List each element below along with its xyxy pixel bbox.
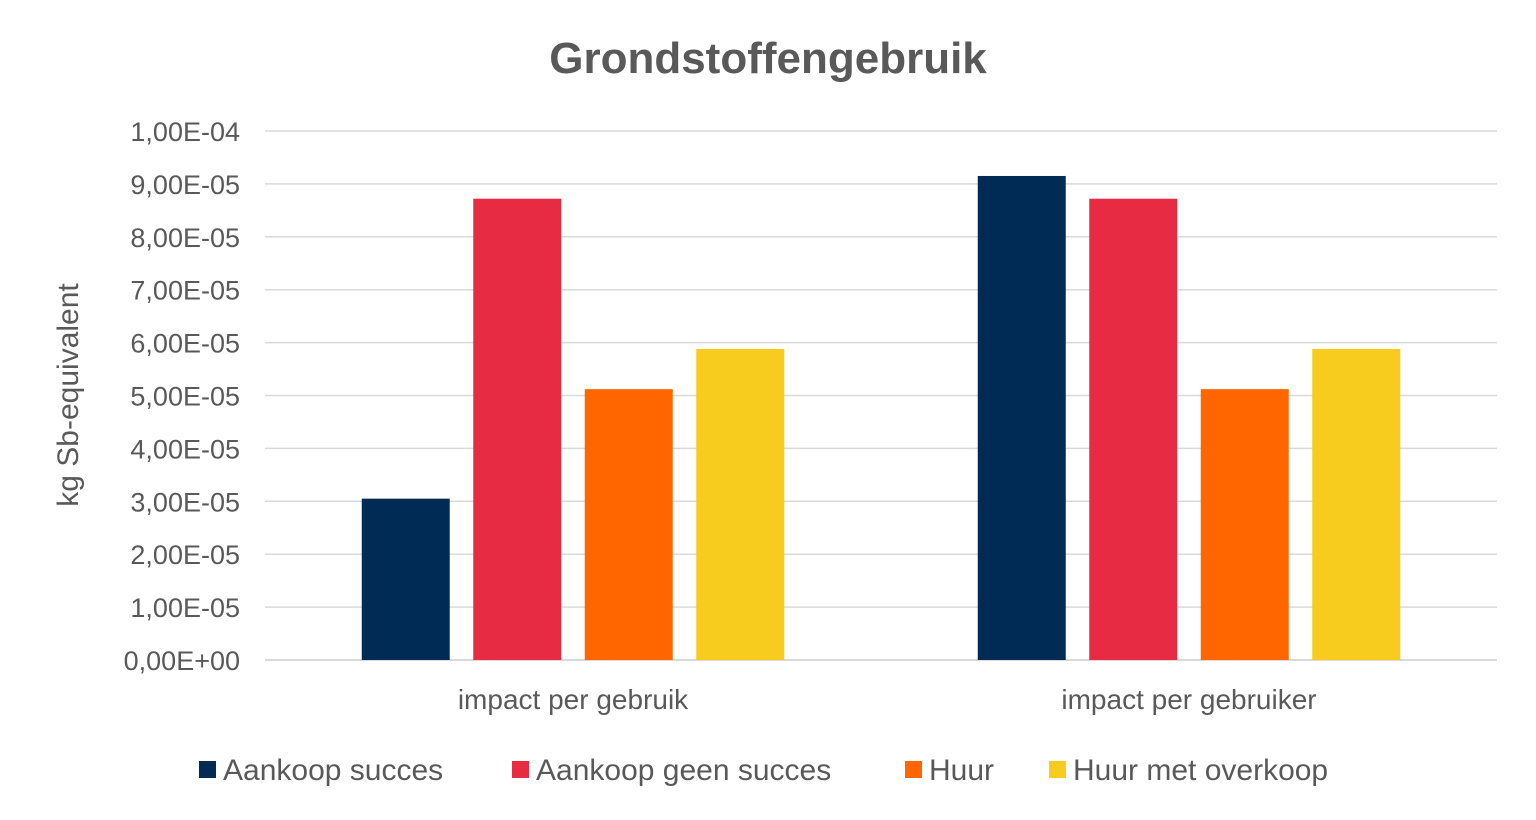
legend-label: Huur [929, 754, 994, 787]
y-tick-label: 5,00E-05 [130, 382, 240, 412]
y-tick-label: 7,00E-05 [130, 276, 240, 306]
bar [584, 389, 673, 660]
bars [361, 175, 1401, 660]
gridlines [265, 130, 1497, 661]
legend-label: Aankoop geen succes [536, 754, 831, 787]
y-tick-label: 9,00E-05 [130, 170, 240, 200]
bar [1200, 389, 1289, 660]
bar [977, 175, 1066, 660]
bar [361, 498, 450, 660]
legend-swatch [199, 761, 216, 778]
legend-label: Aankoop succes [223, 754, 443, 787]
y-axis-ticks: 0,00E+00 1,00E-05 2,00E-05 3,00E-05 4,00E-05… [124, 117, 240, 676]
bar [473, 198, 562, 660]
legend-label: Huur met overkoop [1073, 754, 1328, 787]
y-axis-label: kg Sb-equivalent [52, 283, 85, 507]
y-tick-label: 4,00E-05 [130, 434, 240, 464]
x-axis-categories: impact per gebruik impact per gebruiker [458, 684, 1317, 715]
legend-swatch [512, 761, 529, 778]
chart-title: Grondstoffengebruik [549, 34, 987, 83]
bar [1089, 198, 1178, 660]
y-tick-label: 6,00E-05 [130, 329, 240, 359]
y-tick-label: 1,00E-04 [130, 117, 240, 147]
x-category-label: impact per gebruiker [1061, 684, 1316, 715]
legend-swatch [1049, 761, 1066, 778]
y-tick-label: 0,00E+00 [124, 646, 240, 676]
y-tick-label: 2,00E-05 [130, 540, 240, 570]
y-tick-label: 8,00E-05 [130, 223, 240, 253]
legend-swatch [905, 761, 922, 778]
legend: Aankoop succes Aankoop geen succes Huur Huu… [199, 754, 1328, 787]
bar [696, 348, 785, 660]
y-tick-label: 1,00E-05 [130, 593, 240, 623]
bar [1312, 348, 1401, 660]
y-tick-label: 3,00E-05 [130, 487, 240, 517]
x-category-label: impact per gebruik [458, 684, 689, 715]
